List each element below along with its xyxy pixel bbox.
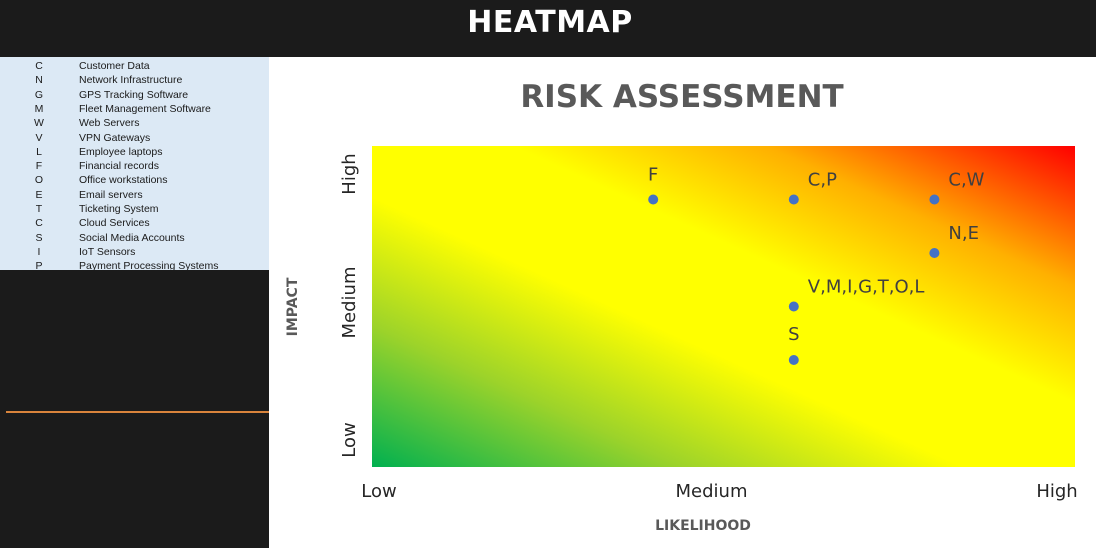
legend-item: L Employee laptops — [0, 145, 269, 159]
legend-code: O — [34, 174, 44, 187]
legend-label: Social Media Accounts — [79, 231, 185, 244]
legend-item: T Ticketing System — [0, 202, 269, 216]
legend-label: Network Infrastructure — [79, 74, 183, 87]
legend-label: GPS Tracking Software — [79, 88, 189, 101]
legend-item: P Payment Processing Systems — [0, 259, 269, 270]
legend-code: P — [35, 260, 43, 270]
legend-label: Financial records — [79, 160, 159, 173]
legend-item: C Cloud Services — [0, 216, 269, 230]
data-label: F — [648, 165, 658, 186]
legend-code: F — [35, 160, 43, 173]
y-tick-label: Low — [339, 422, 360, 457]
data-label: N,E — [948, 223, 979, 244]
legend-label: Employee laptops — [79, 145, 163, 158]
data-label: C,P — [808, 170, 837, 191]
legend-item: G GPS Tracking Software — [0, 88, 269, 102]
heatmap-area — [372, 146, 1075, 467]
legend-label: IoT Sensors — [79, 245, 136, 258]
y-tick-label: Medium — [339, 267, 360, 339]
page-title: HEATMAP — [467, 5, 633, 40]
legend-label: Email servers — [79, 188, 143, 201]
data-point — [648, 194, 659, 205]
legend-code: I — [37, 245, 41, 258]
legend-label: Web Servers — [79, 117, 140, 130]
legend-item: W Web Servers — [0, 116, 269, 130]
legend-code: C — [35, 60, 43, 72]
data-point — [788, 301, 799, 312]
chart-title: RISK ASSESSMENT — [520, 79, 843, 115]
x-tick-label: Medium — [676, 481, 748, 502]
x-tick-label: High — [1036, 481, 1077, 502]
risk-chart: RISK ASSESSMENT Low Medium High Low Medium Hig… — [285, 79, 1078, 534]
y-axis-title: IMPACT — [285, 277, 301, 336]
legend-item: C Customer Data — [0, 59, 269, 73]
legend-item: N Network Infrastructure — [0, 73, 269, 87]
legend-item: E Email servers — [0, 188, 269, 202]
legend-label: Cloud Services — [79, 217, 150, 230]
legend-panel: C Customer Data N Network Infrastructure G GP… — [0, 57, 269, 270]
legend-label: VPN Gateways — [79, 131, 151, 144]
legend-label: Payment Processing Systems — [79, 260, 219, 270]
left-empty-area — [0, 270, 269, 548]
data-point — [788, 194, 799, 205]
divider-line — [6, 411, 269, 413]
data-point — [929, 194, 940, 205]
data-label: S — [788, 324, 799, 345]
y-tick-label: High — [339, 153, 360, 194]
legend-item: F Financial records — [0, 159, 269, 173]
legend-code: V — [35, 131, 43, 144]
legend-code: G — [34, 88, 44, 101]
legend-label: Customer Data — [79, 60, 150, 72]
header-bar: HEATMAP — [0, 0, 1096, 57]
legend-item: V VPN Gateways — [0, 131, 269, 145]
legend-code: M — [34, 102, 44, 115]
legend-code: T — [35, 203, 43, 215]
legend-code: S — [35, 231, 43, 244]
legend-code: W — [34, 117, 44, 130]
legend-label: Ticketing System — [79, 203, 159, 215]
x-tick-label: Low — [361, 481, 396, 502]
legend-code: L — [36, 145, 42, 158]
legend-code: N — [35, 74, 43, 87]
legend-label: Fleet Management Software — [79, 102, 211, 115]
x-axis-title: LIKELIHOOD — [655, 518, 751, 534]
chart-panel: RISK ASSESSMENT Low Medium High Low Medium Hig… — [269, 57, 1096, 548]
data-point — [788, 355, 799, 365]
data-label: V,M,I,G,T,O,L — [808, 277, 925, 298]
legend-label: Office workstations — [79, 174, 168, 187]
legend-item: O Office workstations — [0, 173, 269, 187]
data-label: C,W — [948, 170, 984, 191]
data-point — [929, 248, 940, 258]
legend-code: E — [35, 188, 43, 201]
legend-item: M Fleet Management Software — [0, 102, 269, 116]
legend-item: S Social Media Accounts — [0, 231, 269, 245]
legend-code: C — [35, 217, 43, 230]
legend-item: I IoT Sensors — [0, 245, 269, 259]
